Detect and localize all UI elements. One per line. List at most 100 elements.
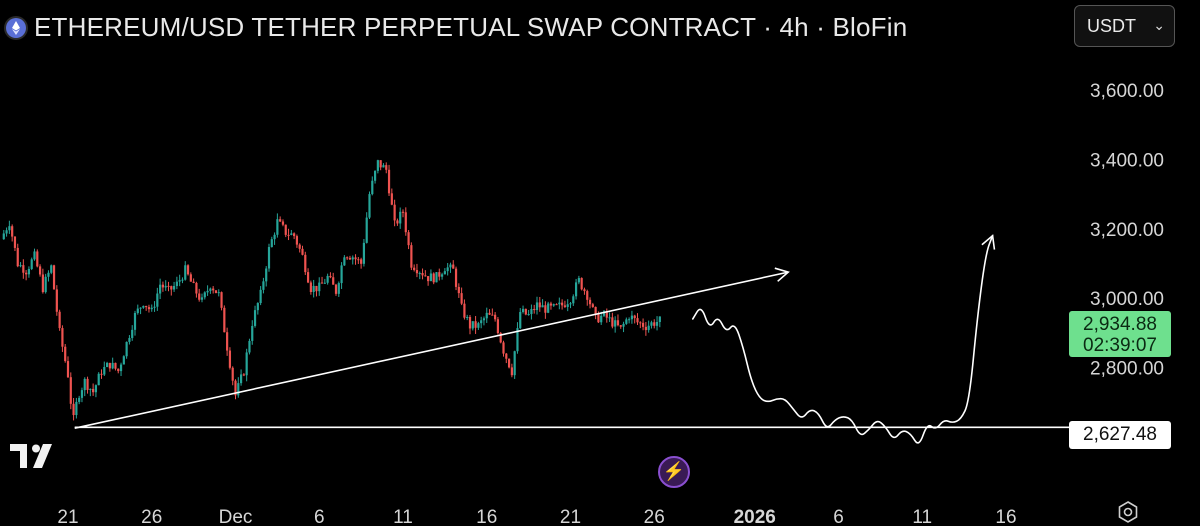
candle-body [644,326,647,331]
x-tick-label: 6 [314,507,325,526]
candle-body [329,275,332,278]
candle-body [11,226,14,237]
candle-body [304,254,307,273]
candle-body [577,278,580,283]
candle-body [597,314,600,323]
projection-arrowhead [981,234,996,250]
candle-body [360,259,363,264]
candle-body [396,220,399,224]
candle-body [36,251,39,267]
candle-body [477,323,480,328]
candle-body [167,285,170,287]
y-tick-label: 3,200.00 [1090,220,1164,241]
candle-body [97,373,100,386]
currency-select[interactable]: USDT ⌄ [1074,5,1175,47]
candle-body [390,193,393,205]
trendline-arrowhead [774,267,790,282]
ethereum-icon [6,18,26,38]
candle-body [8,226,11,231]
candle-body [379,160,382,168]
chevron-down-icon: ⌄ [1153,17,1165,33]
candle-body [320,282,324,284]
candle-body [558,302,561,305]
candle-body [535,302,539,311]
candle-body [89,388,92,390]
candle-body [251,325,254,341]
candle-body [170,286,173,290]
candle-body [544,305,547,313]
candle-body [443,271,446,275]
candle-body [410,245,413,268]
candle-body [50,265,53,273]
candle-body [505,353,508,359]
candle-body [128,338,131,342]
candle-body [491,314,494,316]
candle-body [552,304,555,306]
candle-body [440,274,444,277]
candle-body [385,165,388,170]
candle-body [510,367,513,376]
candle-body [318,282,321,292]
candle-body [47,272,50,277]
lightning-button[interactable]: ⚡ [658,456,690,488]
candle-body [496,319,500,333]
candle-body [22,265,25,273]
candle-body [348,257,352,260]
candle-body [55,289,58,312]
projection-path [691,234,994,444]
candle-body [605,311,608,318]
candle-body [273,234,276,240]
candle-body [432,273,435,283]
candle-body [438,272,441,277]
candle-body [446,267,449,272]
candle-body [262,281,265,290]
tradingview-logo[interactable] [10,444,58,470]
candle-body [549,303,553,306]
candle-body [100,373,103,375]
candle-body [636,318,639,323]
candle-body [136,308,139,313]
candle-body [259,289,262,304]
candle-body [117,368,120,372]
y-tick-label: 3,600.00 [1090,81,1164,102]
gear-icon[interactable] [1116,500,1140,524]
candle-body [131,329,134,339]
candle-body [19,265,22,267]
candle-body [323,282,326,284]
candle-body [376,160,379,171]
candle-body [72,403,75,416]
trendline [74,271,789,429]
candle-body [298,244,301,249]
candle-body [172,285,176,290]
candle-body [186,265,190,275]
candle-body [237,383,240,396]
candle-body [418,272,421,274]
candle-body [449,264,452,268]
candle-body [555,304,558,306]
candle-body [13,236,17,248]
candle-body [256,303,259,311]
x-tick-label: 21 [560,507,581,526]
candle-body [630,315,634,320]
candle-body [105,362,109,367]
x-tick-label: 21 [57,507,78,526]
candle-body [223,307,226,333]
candle-body [507,358,511,368]
candle-body [78,397,81,402]
candle-body [231,367,234,381]
candle-body [295,236,299,245]
candle-body [602,311,606,316]
x-tick-label: Dec [219,507,253,526]
candle-body [164,285,167,288]
candle-body [139,307,142,309]
bar-countdown: 02:39:07 [1083,335,1157,356]
candle-body [583,289,586,292]
lightning-icon: ⚡ [662,461,686,481]
candle-body [159,284,162,294]
candle-body [421,272,424,276]
candle-body [69,377,72,404]
chart-title: ETHEREUM/USD TETHER PERPETUAL SWAP CONTR… [34,12,908,42]
candle-body [399,211,402,224]
candle-body [482,318,486,321]
